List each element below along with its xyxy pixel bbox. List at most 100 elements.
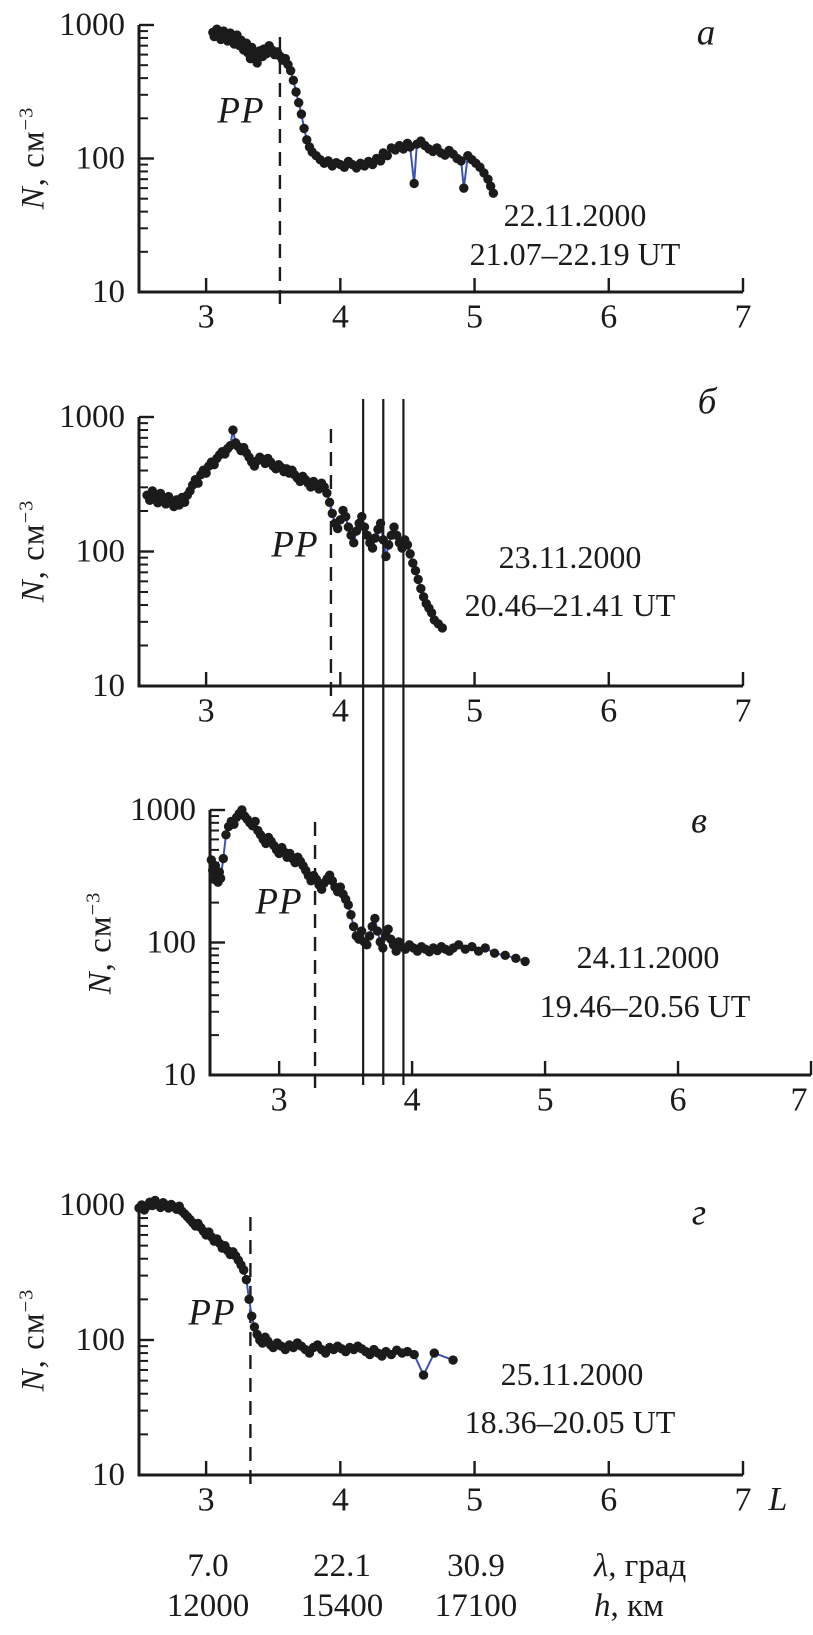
y-tick-label: 100 [76, 1322, 126, 1358]
x-tick-label: 4 [404, 1082, 421, 1119]
data-point [500, 950, 510, 961]
data-point [456, 156, 466, 166]
data-point [228, 425, 238, 435]
x-tick-label: 7 [791, 1082, 808, 1119]
data-point [351, 526, 362, 536]
data-point [429, 1348, 439, 1358]
data-point [179, 497, 190, 508]
data-point [359, 522, 370, 532]
data-point [357, 511, 367, 522]
data-point [343, 900, 353, 910]
lambda-value-2: 22.1 [313, 1548, 371, 1584]
date-panel-a: 22.11.2000 [503, 197, 647, 233]
x-tick-label: 6 [600, 1482, 617, 1519]
axis-frame [137, 25, 743, 294]
data-point [370, 913, 380, 924]
date-panel-v: 24.11.2000 [576, 939, 720, 975]
data-point [252, 58, 262, 68]
data-point [247, 1311, 257, 1321]
x-axis-label-L: L [768, 1481, 788, 1518]
pp-label-panel-b: PP [271, 524, 319, 566]
data-point [348, 921, 359, 932]
y-tick-label: 1000 [130, 792, 196, 828]
data-point [413, 574, 423, 585]
lambda-value-1: 7.0 [187, 1548, 229, 1584]
axis-frame [208, 810, 811, 1077]
y-tick-label: 10 [92, 274, 125, 310]
x-tick-label: 6 [670, 1082, 687, 1119]
y-axis-label-panel-g: N, см−3 [15, 1288, 52, 1392]
data-point [453, 940, 464, 950]
x-tick-label: 3 [198, 693, 215, 730]
y-tick-label: 1000 [59, 1187, 125, 1223]
y-axis-label-panel-v: N, см−3 [82, 891, 119, 995]
data-point [218, 853, 228, 864]
h-unit-label: h, км [594, 1588, 664, 1624]
data-point [193, 478, 203, 488]
data-point [372, 926, 383, 936]
x-tick-label: 6 [600, 299, 617, 336]
x-tick-label: 5 [466, 693, 483, 730]
data-point [489, 948, 500, 958]
data-point [356, 926, 367, 936]
data-point [288, 75, 299, 86]
data-point [416, 583, 426, 594]
x-tick-label: 4 [332, 299, 349, 336]
x-tick-label: 3 [198, 1482, 215, 1519]
data-point [367, 543, 378, 553]
data-point [349, 538, 359, 548]
data-point [201, 468, 211, 478]
x-tick-label: 5 [466, 299, 483, 336]
h-value-3: 17100 [434, 1588, 518, 1624]
x-tick-label: 3 [271, 1082, 288, 1119]
data-point [341, 511, 351, 522]
data-point [302, 135, 312, 145]
x-tick-label: 5 [537, 1082, 554, 1119]
data-point [392, 530, 402, 540]
data-point [409, 178, 419, 189]
data-point [402, 540, 413, 550]
time-panel-b: 20.46–21.41 UT [464, 587, 676, 623]
data-point [389, 522, 399, 532]
x-tick-label: 5 [466, 1482, 483, 1519]
data-point [520, 956, 530, 967]
x-tick-label: 7 [735, 1482, 752, 1519]
data-point [488, 188, 499, 198]
data-point [299, 123, 309, 134]
data-point [285, 65, 296, 76]
x-tick-label: 6 [600, 693, 617, 730]
panel-letter-v: в [690, 800, 708, 842]
axis-frame [137, 417, 743, 688]
data-point [346, 910, 356, 920]
data-point [332, 523, 343, 534]
y-tick-label: 10 [163, 1057, 196, 1093]
data-point [405, 549, 415, 559]
panel-letter-a: а [696, 12, 716, 54]
data-point [408, 558, 418, 568]
time-panel-a: 21.07–22.19 UT [469, 236, 681, 272]
data-point [324, 497, 335, 508]
data-point [418, 1370, 429, 1380]
data-point [383, 924, 393, 934]
y-tick-label: 100 [76, 141, 126, 177]
time-panel-v: 19.46–20.56 UT [539, 988, 751, 1024]
data-point [410, 565, 421, 576]
data-point [426, 608, 437, 618]
data-point [296, 109, 307, 119]
data-point [437, 623, 448, 633]
pp-label-panel-v: PP [255, 881, 303, 923]
data-point [362, 940, 372, 950]
time-panel-g: 18.36–20.05 UT [464, 1404, 676, 1440]
data-point [467, 941, 477, 952]
x-tick-label: 3 [198, 299, 215, 336]
data-point [215, 873, 226, 884]
lambda-unit-label: λ, град [594, 1548, 687, 1584]
data-point [459, 183, 469, 193]
panel-letter-g: г [691, 1192, 707, 1234]
data-point [511, 953, 521, 963]
data-point [247, 42, 257, 53]
panel-letter-b: б [697, 381, 717, 423]
data-point [382, 150, 393, 161]
y-tick-label: 100 [76, 534, 126, 570]
